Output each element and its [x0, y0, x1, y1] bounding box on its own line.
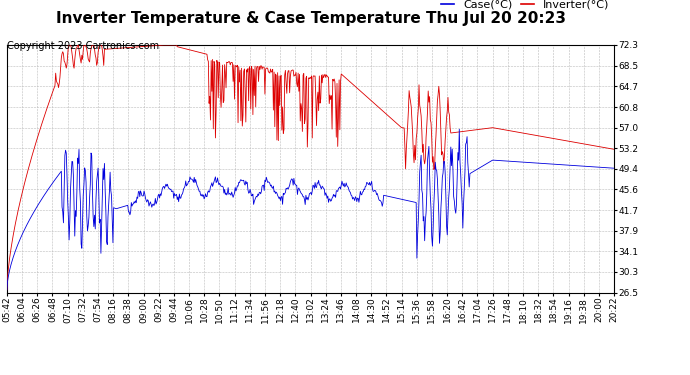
Text: Copyright 2023 Cartronics.com: Copyright 2023 Cartronics.com [7, 41, 159, 51]
Text: Inverter Temperature & Case Temperature Thu Jul 20 20:23: Inverter Temperature & Case Temperature … [55, 11, 566, 26]
Legend: Case(°C), Inverter(°C): Case(°C), Inverter(°C) [436, 0, 614, 14]
